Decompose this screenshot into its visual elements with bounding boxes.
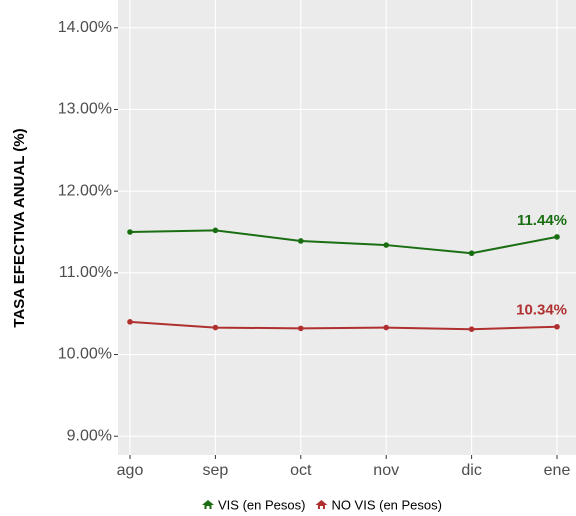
- value-label: 10.34%: [516, 302, 567, 319]
- point: [468, 326, 475, 333]
- point: [468, 250, 475, 257]
- point: [212, 227, 219, 234]
- y-tick-label: 13.00%: [58, 101, 112, 118]
- legend-label: NO VIS (en Pesos): [331, 497, 442, 512]
- point: [212, 324, 219, 331]
- point: [554, 234, 560, 240]
- legend-icon: [315, 500, 328, 509]
- legend-item: VIS (en Pesos): [202, 497, 305, 512]
- x-tick-label: oct: [290, 462, 312, 479]
- line: [129, 229, 558, 255]
- value-label: 11.44%: [517, 212, 567, 229]
- point: [127, 319, 133, 325]
- y-tick-label: 14.00%: [58, 19, 112, 36]
- point: [298, 238, 304, 244]
- point: [383, 242, 390, 248]
- line: [129, 320, 558, 331]
- point: [554, 323, 560, 330]
- x-tick-label: dic: [461, 462, 481, 479]
- y-tick-label: 10.00%: [58, 346, 112, 363]
- x-tick-label: ene: [544, 462, 571, 479]
- y-tick-label: 12.00%: [58, 182, 112, 199]
- y-axis-title: TASA EFECTIVA ANUAL (%): [11, 128, 28, 327]
- point: [298, 325, 304, 332]
- y-tick-label: 11.00%: [59, 264, 112, 281]
- point: [127, 229, 133, 235]
- x-tick-label: sep: [203, 462, 229, 479]
- point: [383, 324, 390, 331]
- legend-icon: [202, 500, 214, 509]
- x-tick-label: ago: [117, 462, 144, 479]
- y-tick-label: 9.00%: [67, 427, 112, 444]
- legend-label: VIS (en Pesos): [218, 497, 305, 512]
- plot-panel: [118, 0, 576, 455]
- legend-item: NO VIS (en Pesos): [315, 497, 442, 512]
- x-tick-label: nov: [373, 462, 399, 479]
